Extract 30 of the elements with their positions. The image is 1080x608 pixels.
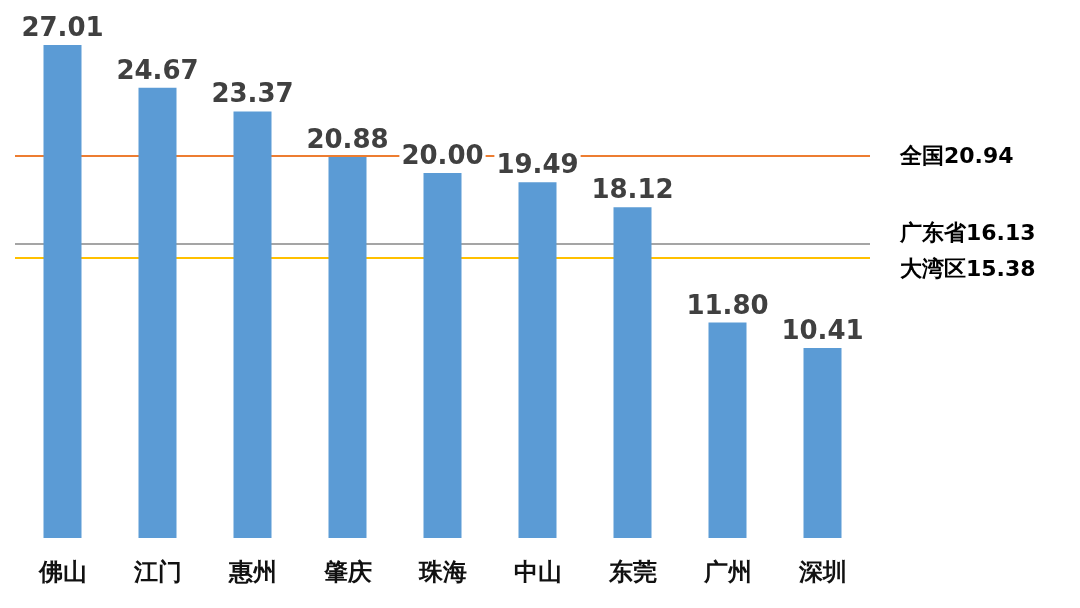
bar: [518, 182, 557, 538]
data-label: 18.12: [591, 174, 674, 205]
ref-line-label: 大湾区15.38: [900, 255, 1036, 281]
ref-line-label: 广东省16.13: [899, 220, 1036, 246]
bar: [328, 156, 367, 538]
x-tick-label: 东莞: [607, 558, 657, 586]
x-tick-label: 中山: [513, 558, 562, 586]
data-label: 20.00: [401, 139, 484, 170]
data-label: 10.41: [781, 314, 864, 345]
x-tick-label: 惠州: [227, 558, 277, 586]
data-label: 23.37: [211, 78, 294, 109]
x-tick-label: 珠海: [417, 558, 467, 586]
data-label: 20.88: [306, 123, 389, 154]
data-label: 11.80: [686, 289, 769, 320]
bar: [803, 347, 842, 538]
x-tick-label: 佛山: [37, 558, 87, 586]
x-tick-label: 广州: [702, 558, 752, 586]
x-tick-label: 肇庆: [322, 558, 372, 586]
ref-line-label: 全国20.94: [899, 143, 1014, 169]
x-tick-label: 江门: [132, 558, 182, 586]
bar: [233, 111, 272, 538]
x-tick-label: 深圳: [797, 558, 847, 586]
bar: [138, 87, 177, 538]
data-label: 19.49: [496, 149, 579, 180]
bar: [43, 45, 82, 538]
bar: [423, 172, 462, 538]
bar: [708, 322, 747, 538]
data-label: 27.01: [21, 12, 104, 42]
data-label: 24.67: [116, 54, 199, 85]
bar: [613, 207, 652, 538]
